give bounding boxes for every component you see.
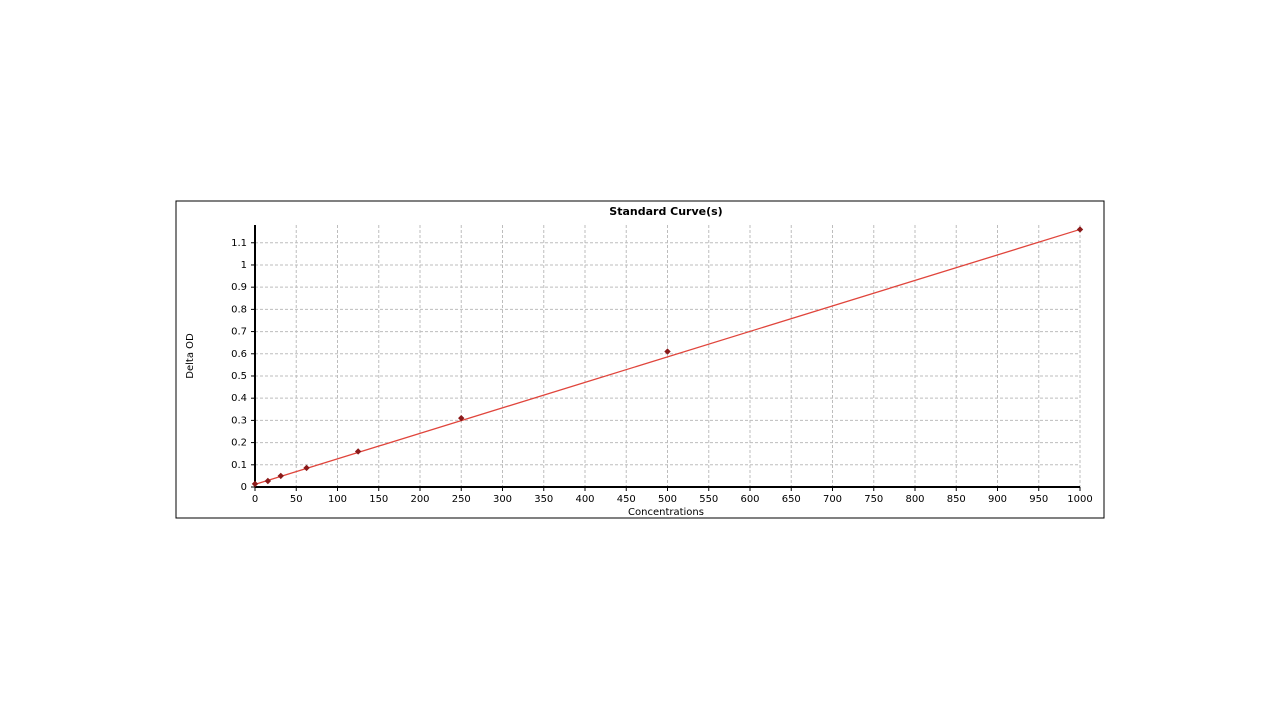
chart-title: Standard Curve(s) [609,205,722,218]
y-tick-label: 0 [241,482,247,493]
x-tick-label: 750 [864,494,883,505]
x-tick-label: 350 [534,494,553,505]
x-tick-label: 900 [988,494,1007,505]
x-tick-label: 150 [369,494,388,505]
x-tick-label: 200 [410,494,429,505]
data-point [277,472,284,480]
x-tick-label: 250 [452,494,471,505]
y-tick-label: 0.2 [231,438,247,449]
data-point [664,348,671,355]
x-tick-label: 450 [617,494,636,505]
y-tick-label: 0.1 [231,460,247,471]
x-tick-label: 600 [740,494,759,505]
data-point [1076,226,1084,233]
x-tick-label: 650 [782,494,801,505]
x-tick-label: 50 [290,494,303,505]
data-point [251,480,259,488]
y-tick-label: 1 [241,260,247,271]
data-point [303,464,310,472]
x-tick-label: 300 [493,494,512,505]
y-tick-label: 1.1 [231,238,247,249]
x-tick-label: 800 [905,494,924,505]
data-point [354,448,362,455]
x-tick-label: 100 [328,494,347,505]
x-tick-label: 850 [947,494,966,505]
x-tick-label: 400 [575,494,594,505]
y-tick-label: 0.5 [231,371,247,382]
x-tick-label: 0 [252,494,258,505]
x-tick-label: 950 [1029,494,1048,505]
y-tick-label: 0.3 [231,415,247,426]
y-tick-label: 0.6 [231,349,247,360]
chart-frame [175,200,1105,519]
data-point [458,414,465,422]
y-tick-label: 0.7 [231,327,247,338]
x-tick-label: 700 [823,494,842,505]
y-tick-label: 0.4 [231,393,247,404]
y-tick-label: 0.8 [231,304,247,315]
fit-line [254,228,1081,485]
y-tick-label: 0.9 [231,282,247,293]
x-tick-label: 500 [658,494,677,505]
x-axis-label: Concentrations [628,507,704,518]
data-point [264,477,272,485]
x-tick-label: 550 [699,494,718,505]
x-tick-label: 1000 [1067,494,1092,505]
y-axis-label: Delta OD [185,333,196,379]
